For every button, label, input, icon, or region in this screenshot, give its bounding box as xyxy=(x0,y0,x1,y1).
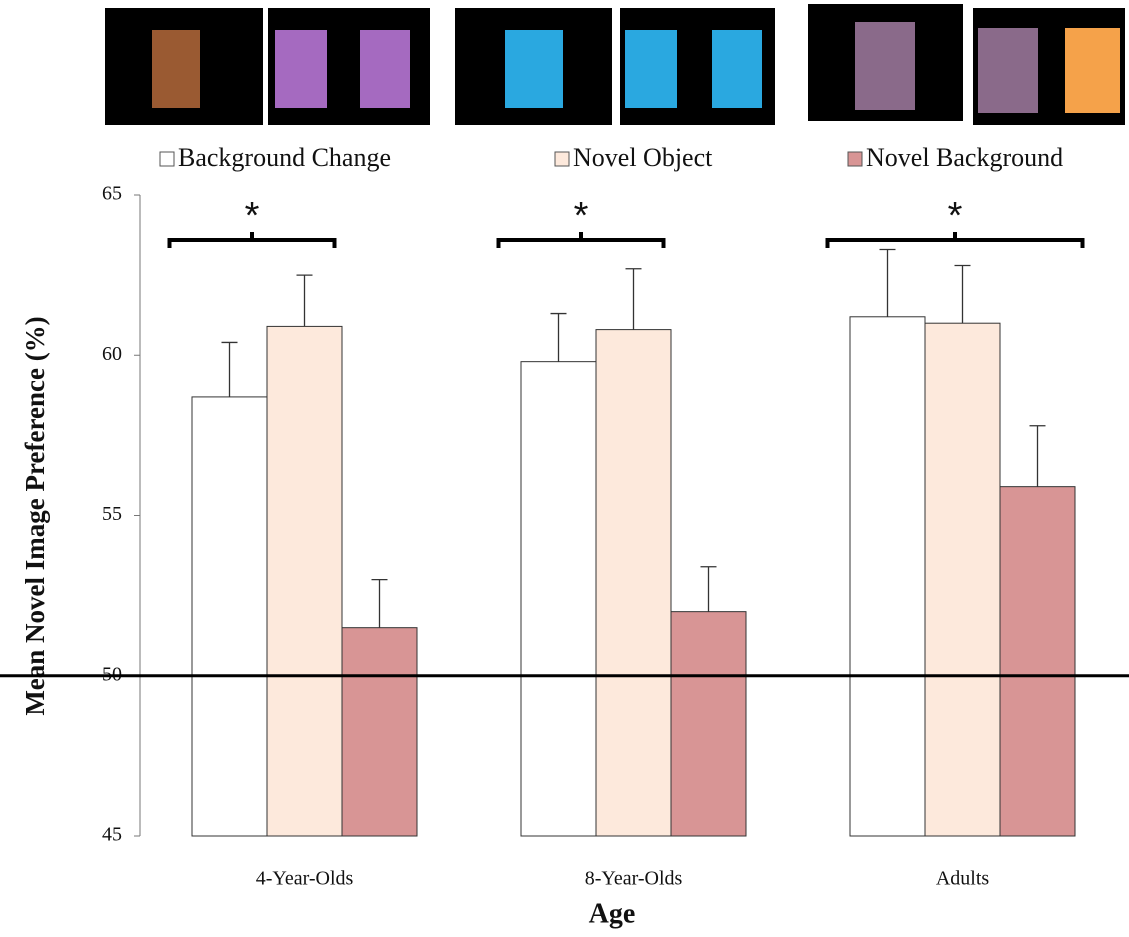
x-tick-label: 4-Year-Olds xyxy=(256,868,354,890)
error-bar xyxy=(954,264,971,324)
significance-marker: * xyxy=(574,195,589,237)
bar xyxy=(266,325,343,837)
error-bar xyxy=(296,274,313,327)
legend-swatch xyxy=(159,151,175,167)
y-axis-label: Mean Novel Image Preference (%) xyxy=(20,316,50,715)
bar xyxy=(520,361,597,837)
y-tick-label: 45 xyxy=(102,824,122,846)
bar xyxy=(191,396,268,837)
error-bar xyxy=(550,312,567,362)
legend-swatch xyxy=(847,151,863,167)
significance-marker: * xyxy=(245,195,260,237)
bar xyxy=(670,611,747,837)
error-bar xyxy=(625,268,642,330)
legend-label: Novel Object xyxy=(573,143,713,172)
x-tick-label: 8-Year-Olds xyxy=(585,868,683,890)
y-tick-label: 60 xyxy=(102,343,122,365)
stimulus-thumbnails xyxy=(105,4,1125,125)
x-tick-label: Adults xyxy=(936,868,990,890)
significance-bracket xyxy=(496,232,666,248)
bar xyxy=(341,627,418,837)
bar xyxy=(999,486,1076,837)
y-tick-label: 55 xyxy=(102,503,122,525)
bar xyxy=(595,329,672,837)
x-axis-label: Age xyxy=(589,898,636,929)
error-bar xyxy=(1029,425,1046,487)
significance-bracket xyxy=(825,232,1085,248)
bar xyxy=(924,322,1001,837)
error-bar xyxy=(221,341,238,397)
error-bar xyxy=(879,248,896,317)
significance-marker: * xyxy=(948,195,963,237)
legend-label: Novel Background xyxy=(866,143,1063,172)
y-tick-label: 65 xyxy=(102,183,122,205)
error-bar xyxy=(371,578,388,628)
significance-bracket xyxy=(167,232,337,248)
bar xyxy=(849,316,926,837)
legend-label: Background Change xyxy=(178,143,391,172)
legend-swatch xyxy=(554,151,570,167)
error-bar xyxy=(700,566,717,612)
